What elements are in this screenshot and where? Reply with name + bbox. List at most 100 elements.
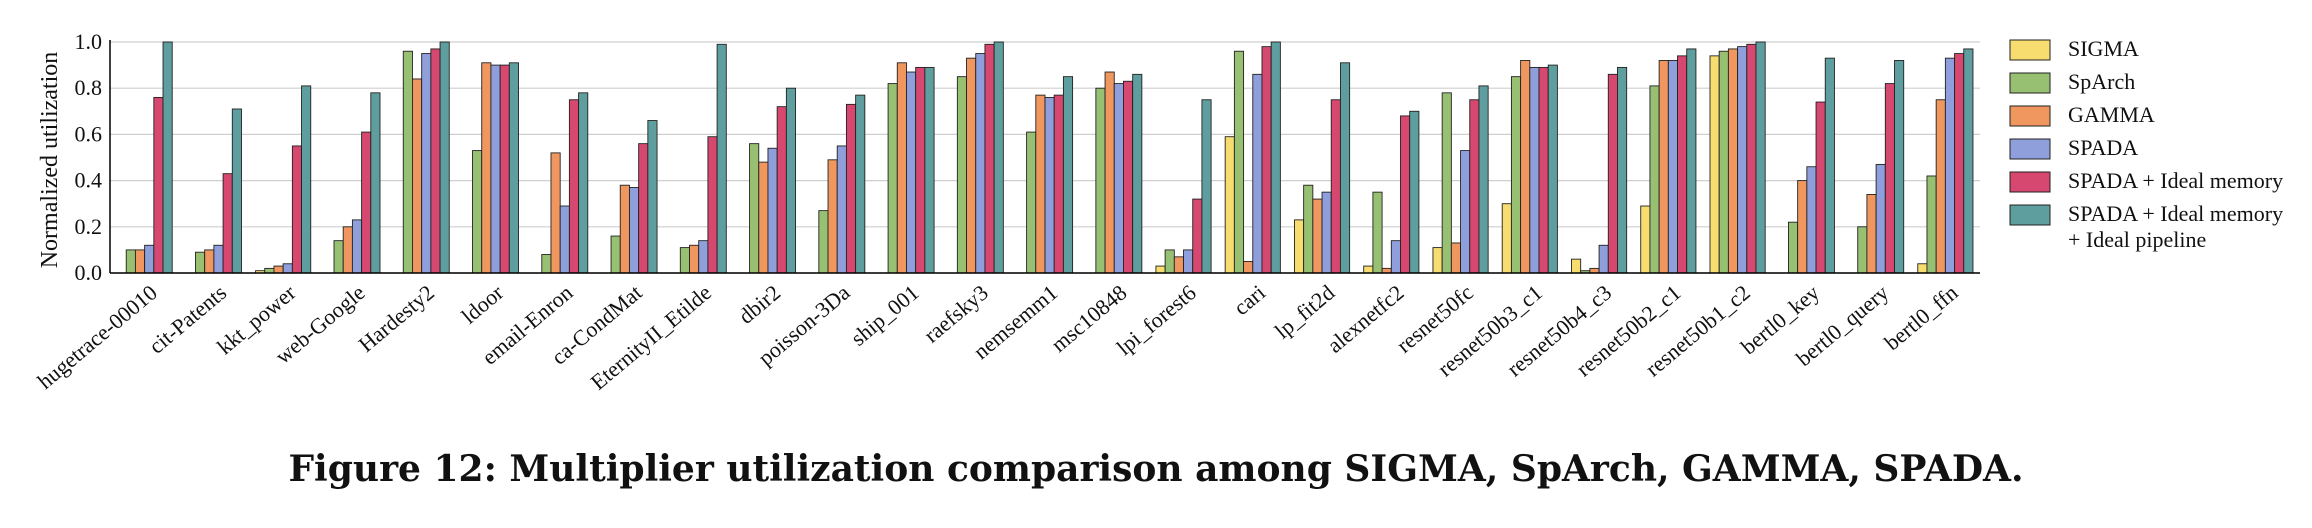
- bar: [125, 249, 136, 274]
- bar: [906, 71, 917, 274]
- bar: [679, 247, 690, 274]
- x-tick-label: dbir2: [734, 280, 786, 329]
- bar: [1944, 57, 1956, 274]
- bar: [836, 145, 847, 274]
- x-tick-label: ldoor: [456, 279, 508, 328]
- bar: [1062, 76, 1074, 274]
- y-tick-label: 0.8: [75, 75, 103, 100]
- bar: [966, 57, 977, 274]
- bar: [1718, 50, 1729, 274]
- legend-entry: SIGMA: [2068, 36, 2139, 61]
- bar: [231, 108, 242, 274]
- bar: [1963, 48, 1974, 274]
- bar: [993, 41, 1004, 274]
- y-axis-label: Normalized utilization: [37, 52, 63, 269]
- bar: [1667, 60, 1678, 274]
- bar: [1607, 73, 1618, 274]
- bar: [647, 120, 658, 274]
- legend-entry: SPADA + Ideal memory + Ideal pipeline: [2068, 201, 2283, 252]
- legend-entry: SpArch: [2068, 69, 2135, 94]
- bar: [1363, 265, 1374, 274]
- x-tick-label: alexnetfc2: [1322, 280, 1408, 358]
- bar-chart: 0.0 0.2 0.4 0.6 0.8 1.0 hugetrace-00010cit-Pa…: [33, 29, 2284, 395]
- bar: [412, 78, 423, 274]
- bar: [1857, 226, 1868, 274]
- bar: [1640, 205, 1651, 274]
- bar: [1312, 198, 1323, 274]
- bar: [134, 249, 146, 274]
- bar: [204, 249, 215, 274]
- bar: [1727, 48, 1739, 274]
- bar: [1884, 83, 1895, 274]
- y-tick-labels: 0.0 0.2 0.4 0.6 0.8 1.0: [75, 29, 103, 285]
- bar: [1469, 99, 1480, 274]
- x-tick-label: Hardesty2: [354, 280, 439, 357]
- bar: [1755, 41, 1766, 274]
- bar: [291, 145, 302, 274]
- bar: [1132, 73, 1143, 274]
- bar: [213, 244, 224, 274]
- bar: [222, 173, 233, 274]
- legend-swatch: [2009, 39, 2051, 61]
- legend: SIGMA SpArch GAMMA SPADA SPADA + Ideal memor…: [2009, 36, 2283, 252]
- bar: [439, 41, 450, 274]
- bar: [1441, 92, 1452, 274]
- bar: [638, 143, 649, 274]
- bar: [1164, 249, 1175, 274]
- bar: [1788, 221, 1799, 274]
- y-tick-label: 0.0: [75, 260, 103, 285]
- bar: [758, 161, 769, 274]
- bar: [924, 66, 935, 274]
- legend-entry: SPADA + Ideal memory: [2068, 168, 2283, 193]
- bar: [351, 219, 363, 274]
- bar: [1026, 131, 1037, 274]
- bar: [749, 143, 760, 274]
- bar: [1183, 249, 1194, 274]
- figure-caption: Figure 12: Multiplier utilization compar…: [288, 448, 2024, 490]
- bar: [1617, 66, 1628, 274]
- legend-swatch: [2009, 171, 2051, 193]
- bar: [845, 103, 857, 274]
- bar: [1460, 150, 1471, 274]
- bar: [1677, 55, 1688, 274]
- bar: [1233, 50, 1245, 274]
- bar: [915, 66, 926, 274]
- x-tick-label: cari: [1229, 280, 1270, 320]
- bar: [610, 235, 621, 274]
- bar: [827, 159, 838, 274]
- bar: [767, 147, 778, 274]
- bar: [342, 226, 353, 274]
- bar: [1432, 247, 1443, 274]
- legend-entry: SPADA: [2068, 135, 2138, 160]
- bar: [370, 92, 381, 274]
- bar: [1400, 115, 1411, 274]
- bar: [499, 64, 510, 274]
- x-tick-label: bertl0_ffn: [1879, 280, 1962, 355]
- legend-entry: GAMMA: [2068, 102, 2155, 127]
- bar: [1113, 83, 1124, 274]
- bar: [144, 244, 155, 274]
- bar: [1746, 43, 1757, 274]
- legend-swatch: [2009, 204, 2051, 226]
- bar: [1372, 191, 1383, 274]
- bar: [1123, 80, 1134, 274]
- x-tick-label: hugetrace-00010: [33, 280, 162, 394]
- bar: [975, 53, 986, 274]
- bar: [301, 85, 312, 274]
- x-tick-label: ship_001: [846, 280, 924, 351]
- bar: [550, 152, 561, 274]
- bar: [273, 265, 284, 274]
- bar: [481, 62, 492, 274]
- bar: [1709, 55, 1720, 274]
- bar: [1243, 261, 1254, 274]
- bar: [1293, 219, 1305, 274]
- bar: [1875, 163, 1886, 274]
- bar: [855, 94, 866, 274]
- bar: [282, 263, 293, 274]
- bar: [785, 87, 797, 274]
- bar: [956, 76, 967, 274]
- y-tick-label: 0.4: [75, 168, 103, 193]
- bar: [1658, 60, 1669, 274]
- bar: [1806, 166, 1817, 274]
- bar: [1917, 263, 1928, 274]
